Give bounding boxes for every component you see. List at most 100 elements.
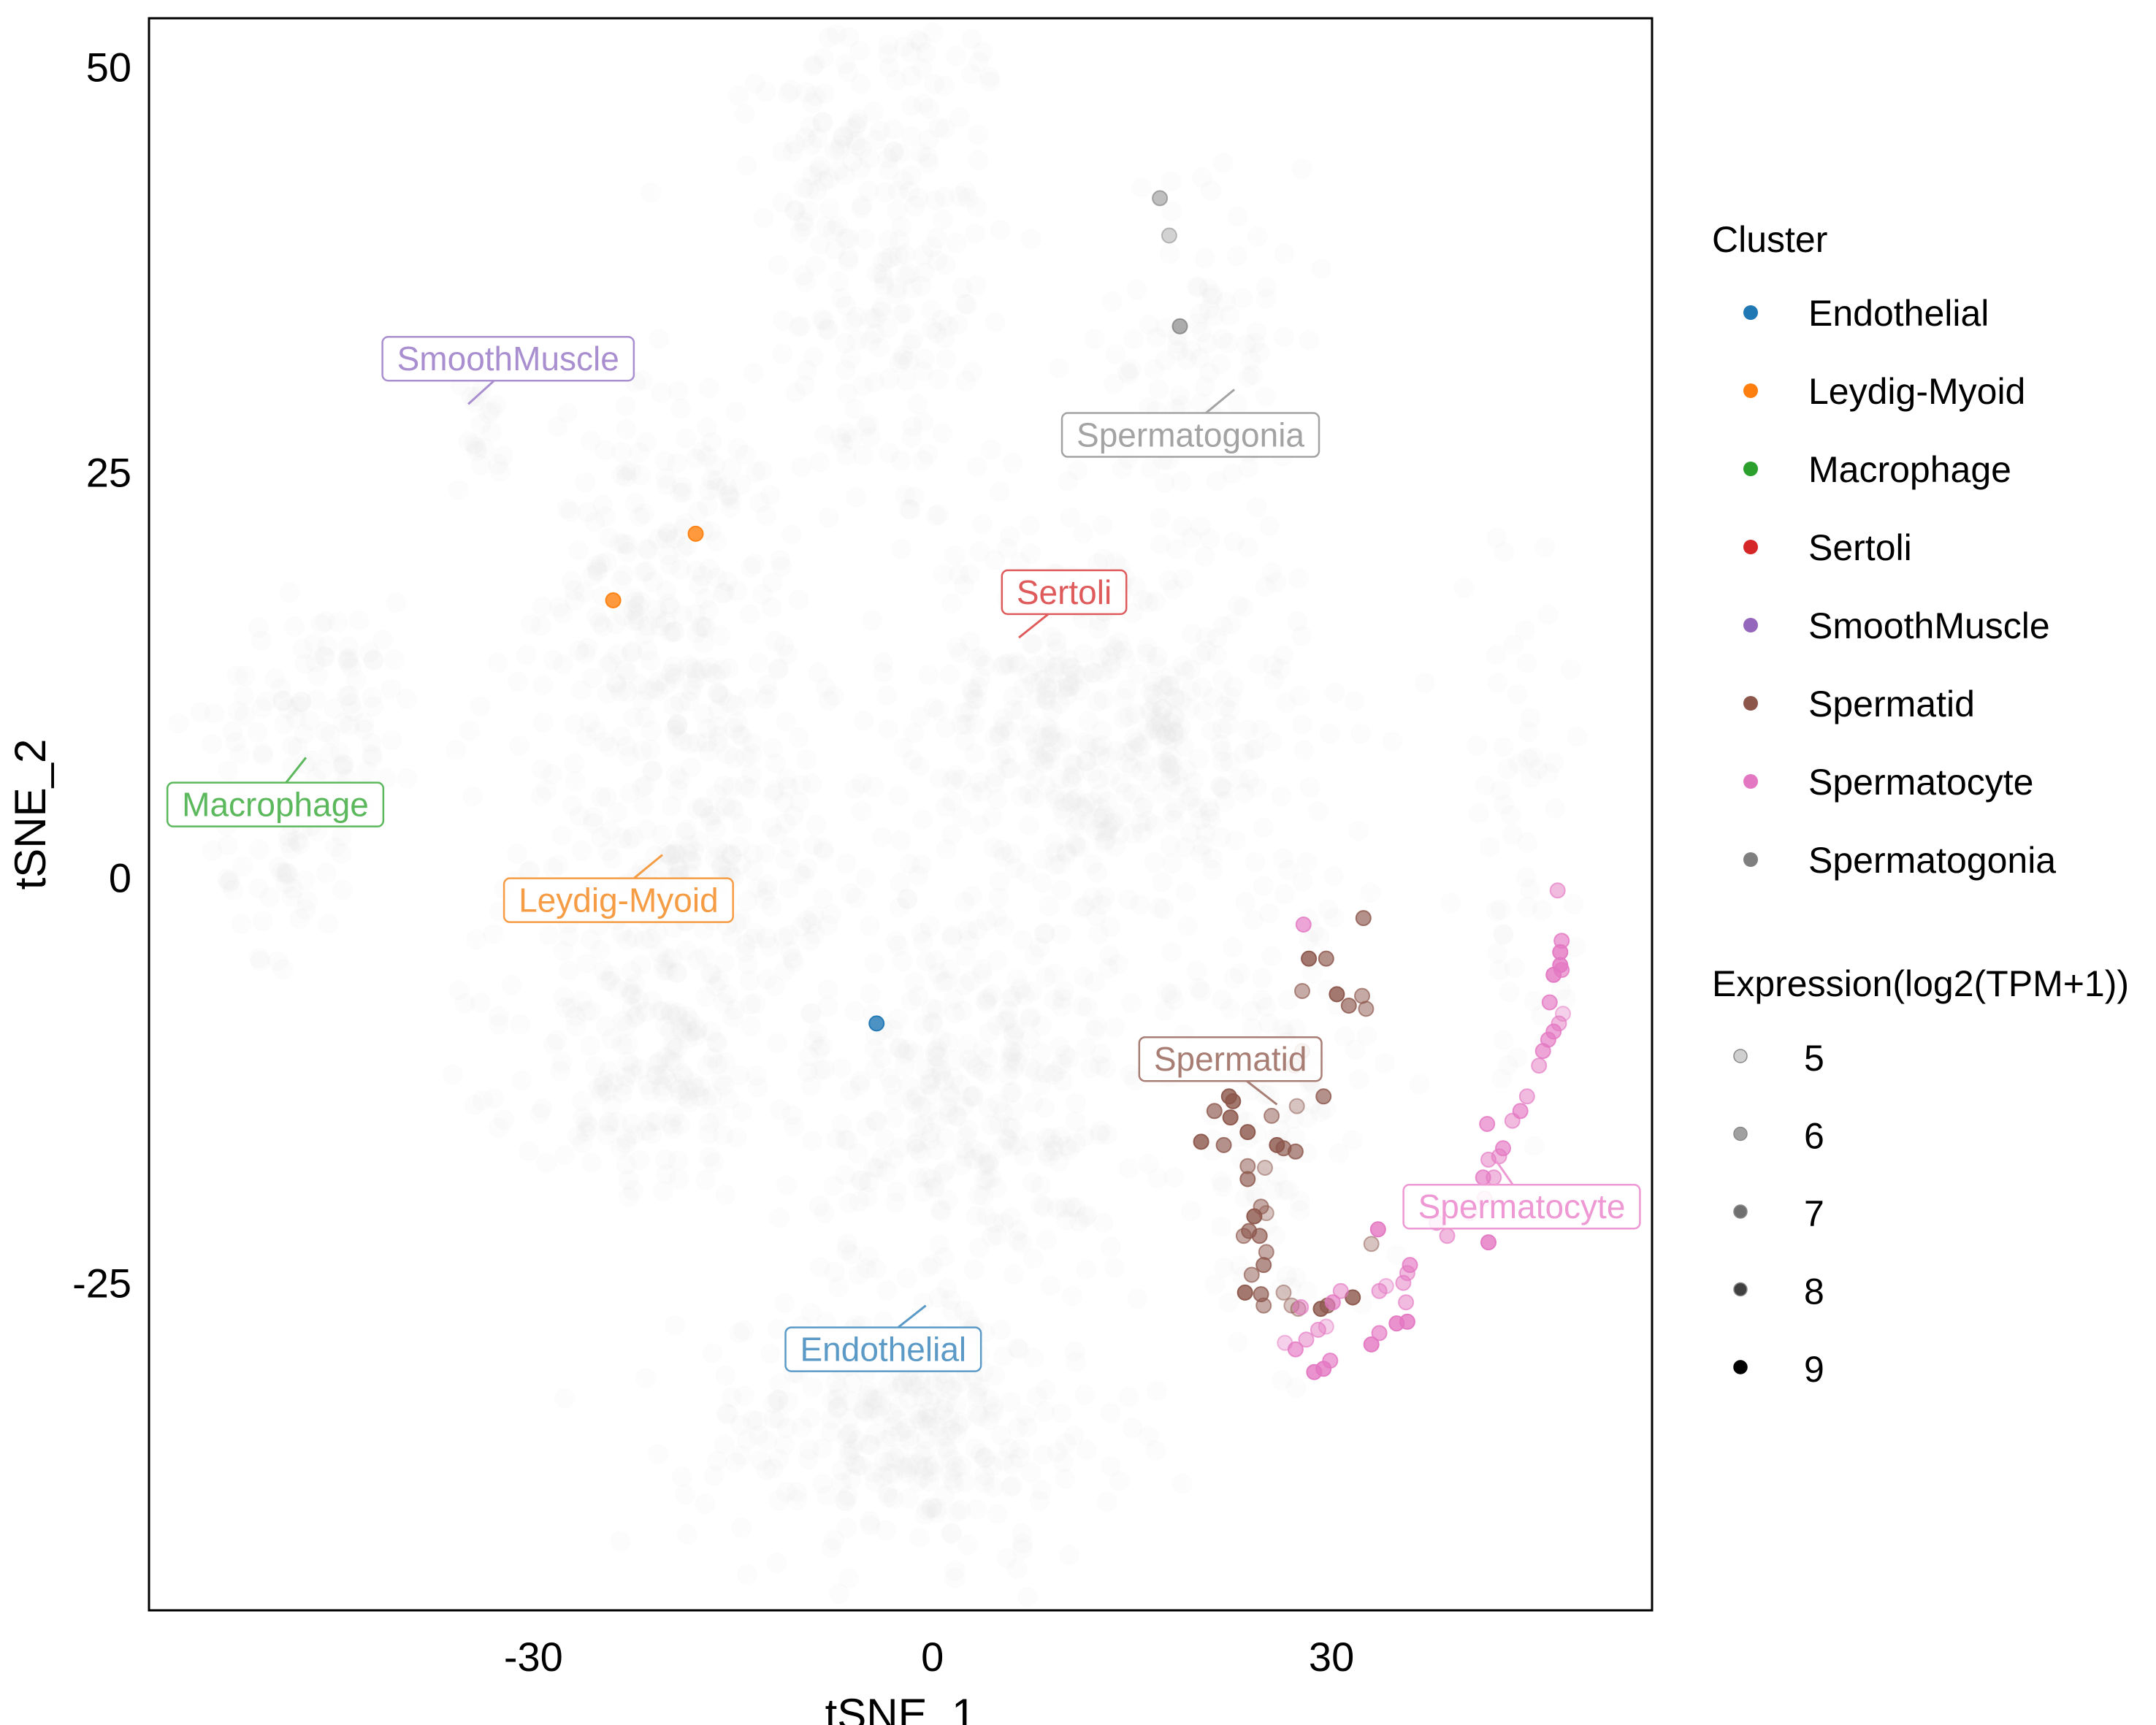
background-cell-point [666, 855, 687, 876]
background-cell-point [860, 1434, 882, 1456]
background-cell-point [306, 689, 327, 711]
background-cell-point [516, 644, 537, 665]
background-cell-point [294, 754, 316, 775]
background-cell-point [698, 480, 719, 501]
background-cell-point [814, 310, 835, 332]
background-cell-point [1247, 226, 1268, 247]
background-cell-point [757, 674, 778, 695]
background-cell-point [1491, 780, 1511, 800]
background-cell-point [909, 1369, 930, 1391]
background-cell-point [876, 1520, 896, 1541]
background-cell-point [841, 1469, 862, 1490]
background-cell-point [963, 689, 984, 711]
background-cell-point [685, 448, 706, 469]
background-cell-point [916, 1428, 937, 1450]
background-cell-point [860, 983, 881, 1004]
background-cell-point [1043, 1141, 1064, 1161]
background-cell-point [470, 992, 491, 1013]
background-cell-point [987, 1093, 1009, 1114]
cluster-label-box [502, 877, 734, 923]
background-cell-point [662, 947, 683, 968]
cluster-label-box [1001, 569, 1128, 616]
background-cell-point [1138, 592, 1159, 613]
background-cell-point [664, 1052, 685, 1073]
background-cell-point [1122, 823, 1143, 844]
background-cell-point [798, 178, 819, 199]
background-cell-point [660, 597, 681, 618]
cluster-label-text: Leydig-Myoid [519, 881, 719, 919]
background-cell-point [803, 835, 824, 856]
background-cell-point [598, 1115, 619, 1136]
background-cell-point [907, 394, 928, 415]
background-cell-point [706, 567, 727, 589]
background-cell-point [630, 464, 651, 486]
background-cell-point [968, 124, 989, 145]
background-cell-point [1003, 1264, 1024, 1285]
background-cell-point [1520, 768, 1541, 789]
background-cell-point [811, 309, 832, 330]
cell-point-spermatocyte [1363, 1336, 1380, 1353]
background-cell-point [1531, 1005, 1551, 1026]
background-cell-point [752, 584, 773, 605]
background-cell-point [1127, 1288, 1148, 1309]
background-cell-point [1212, 751, 1234, 773]
background-cell-point [1087, 808, 1109, 829]
background-cell-point [701, 432, 722, 453]
background-cell-point [1174, 736, 1195, 757]
legend-swatch-icon [1743, 852, 1758, 867]
background-cell-point [1021, 1131, 1042, 1152]
background-cell-point [1245, 738, 1266, 760]
background-cell-point [768, 1389, 789, 1410]
background-cell-point [1155, 350, 1176, 371]
background-cell-point [1080, 1057, 1101, 1079]
background-cell-point [729, 724, 750, 745]
background-cell-point [893, 738, 914, 759]
background-cell-point [1090, 1044, 1112, 1064]
background-cell-point [1273, 645, 1294, 665]
cluster-label-macrophage: Macrophage [166, 757, 385, 827]
background-cell-point [1298, 929, 1319, 950]
background-cell-point [857, 1434, 879, 1456]
background-cell-point [1051, 879, 1072, 900]
background-cell-point [714, 1075, 735, 1096]
background-cell-point [650, 616, 671, 637]
background-cell-point [1199, 797, 1220, 818]
cell-point-spermatid [1225, 1093, 1242, 1109]
background-cell-point [1045, 841, 1066, 862]
background-cell-point [825, 239, 846, 260]
background-cell-point [613, 565, 634, 586]
background-cell-point [1236, 334, 1257, 355]
background-cell-point [1034, 1098, 1055, 1119]
background-cell-point [1491, 899, 1512, 920]
background-cell-point [532, 674, 554, 695]
background-cell-point [926, 228, 947, 249]
background-cell-point [711, 854, 732, 876]
background-cell-point [1163, 579, 1184, 600]
background-cell-point [922, 1011, 943, 1033]
background-cell-point [1118, 364, 1139, 385]
background-cell-point [856, 1258, 877, 1279]
background-cell-point [1021, 981, 1042, 1002]
background-cell-point [1051, 996, 1072, 1017]
background-cell-point [662, 1118, 684, 1139]
background-cell-point [653, 857, 674, 878]
background-cell-point [736, 1564, 757, 1585]
background-cell-point [882, 1019, 903, 1040]
background-cell-point [383, 649, 405, 670]
background-cell-point [735, 941, 756, 963]
background-cell-point [762, 1458, 784, 1479]
background-cell-point [776, 1174, 798, 1196]
background-cell-point [978, 1047, 998, 1068]
background-cell-point [750, 1450, 771, 1471]
background-cell-point [800, 930, 820, 952]
background-cell-point [682, 658, 703, 679]
background-cell-point [218, 760, 239, 781]
background-cell-point [216, 868, 237, 890]
background-cell-point [735, 445, 756, 466]
background-cell-point [611, 570, 632, 592]
background-cell-point [808, 128, 828, 148]
background-cell-point [767, 1389, 788, 1410]
background-cell-point [218, 872, 240, 893]
background-cell-point [874, 275, 895, 297]
background-cell-point [769, 1099, 790, 1120]
